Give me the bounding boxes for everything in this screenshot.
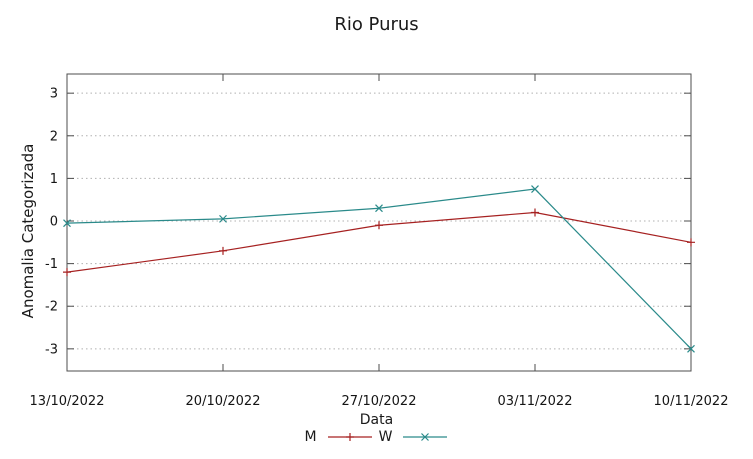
legend-entry-w: W xyxy=(379,429,449,445)
marker-plus-m xyxy=(219,246,227,255)
legend-swatch-w xyxy=(403,433,448,441)
marker-plus-m xyxy=(63,268,71,277)
x-axis-label: Data xyxy=(359,412,394,428)
y-tick-label: -1 xyxy=(45,257,58,272)
legend-swatch-m xyxy=(327,433,372,441)
y-tick-label: 1 xyxy=(50,172,58,187)
x-tick-label: 13/10/2022 xyxy=(30,394,105,409)
x-tick-label: 10/11/2022 xyxy=(654,394,729,409)
y-tick-label: 0 xyxy=(50,215,58,230)
marker-cross-w xyxy=(531,185,539,193)
chart-title: Rio Purus xyxy=(334,14,419,35)
x-tick-label: 27/10/2022 xyxy=(342,394,417,409)
legend: M W xyxy=(0,429,753,445)
marker-plus-m xyxy=(375,221,383,230)
legend-label-w: W xyxy=(378,429,393,445)
y-tick-label: -3 xyxy=(45,342,58,357)
marker-plus-m xyxy=(531,208,539,217)
x-tick-label: 03/11/2022 xyxy=(498,394,573,409)
marker-plus-m xyxy=(687,238,695,247)
marker-cross-w xyxy=(219,214,227,223)
marker-cross-w xyxy=(63,219,71,228)
y-tick-label: -2 xyxy=(45,300,58,315)
legend-label-m: M xyxy=(304,429,317,445)
legend-marker-plus xyxy=(345,433,354,441)
y-tick-label: 2 xyxy=(50,129,58,144)
legend-entry-m: M xyxy=(305,429,373,445)
series-line-w xyxy=(66,188,692,350)
marker-cross-w xyxy=(375,204,383,213)
marker-cross-w xyxy=(687,344,695,353)
x-tick-label: 20/10/2022 xyxy=(186,394,261,409)
legend-marker-cross xyxy=(421,433,430,441)
y-tick-label: 3 xyxy=(50,87,58,102)
